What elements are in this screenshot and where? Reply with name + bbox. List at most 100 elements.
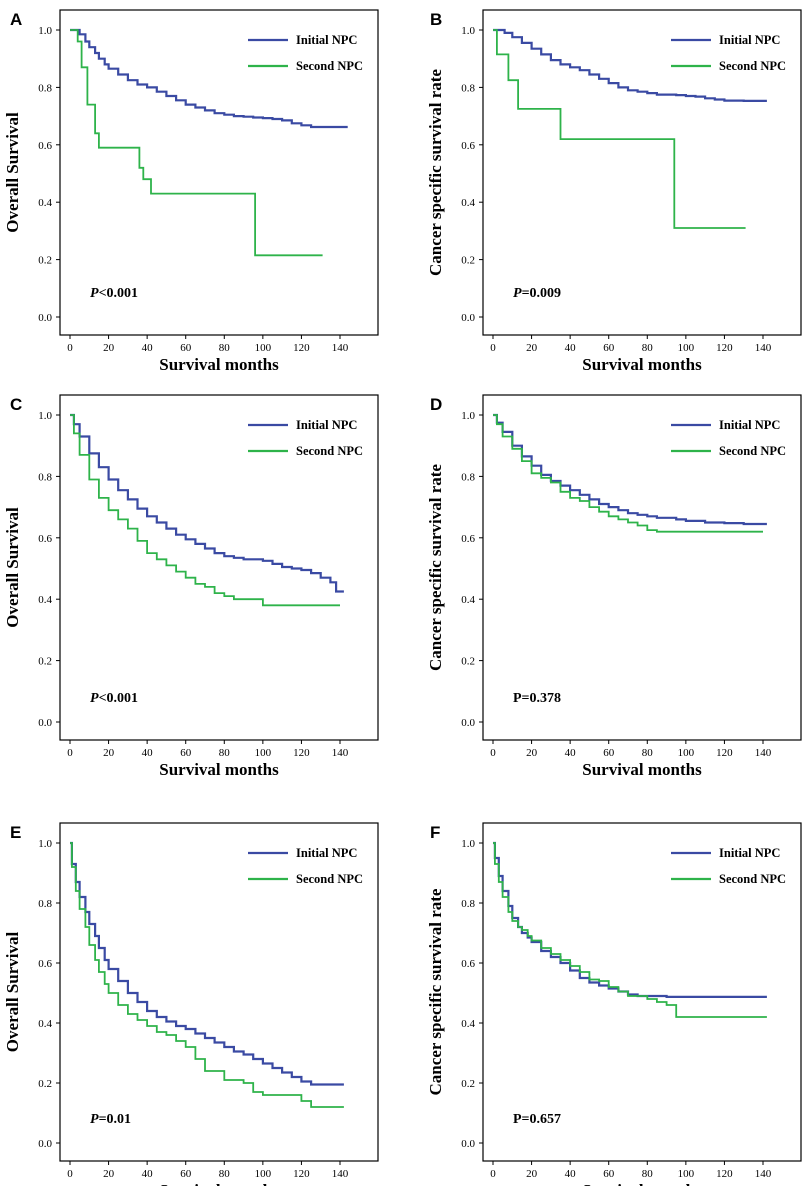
x-tick-label: 40 xyxy=(142,1168,154,1180)
p-symbol: P xyxy=(90,286,99,301)
y-axis-title: Overall Survival xyxy=(3,932,22,1053)
panel-label-b: B xyxy=(430,10,442,29)
x-tick-label: 40 xyxy=(565,747,577,759)
x-tick-label: 20 xyxy=(526,747,538,759)
x-tick-label: 60 xyxy=(603,342,615,354)
plot-frame xyxy=(59,9,379,336)
x-tick-label: 0 xyxy=(490,1168,496,1180)
y-axis-title: Overall Survival xyxy=(3,112,22,233)
y-tick-label: 0.8 xyxy=(38,82,52,94)
series-initial-npc xyxy=(493,413,767,526)
y-tick-label: 0.2 xyxy=(461,255,475,267)
y-tick-label: 1.0 xyxy=(461,838,475,850)
series-initial-npc xyxy=(70,413,344,593)
y-axis-title: Cancer specific survival rate xyxy=(426,464,445,671)
x-tick-label: 120 xyxy=(716,1168,733,1180)
legend-label: Second NPC xyxy=(296,59,363,73)
panel-label-f: F xyxy=(430,823,440,842)
legend-label: Initial NPC xyxy=(719,418,780,432)
series-second-npc xyxy=(70,414,340,607)
x-tick-label: 0 xyxy=(67,342,73,354)
plot-frame xyxy=(482,394,802,741)
x-tick-label: 60 xyxy=(603,1168,615,1180)
series-second-npc xyxy=(493,842,767,1018)
p-value: P=0.378 xyxy=(513,691,561,706)
series-initial-npc xyxy=(493,28,767,102)
panel-d: D 0.0 0.2 0.4 0.6 0.8 1.0 0 20 40 60 80 100 120 140 Sur… xyxy=(426,394,802,779)
p-value: P=0.657 xyxy=(513,1112,561,1127)
y-axis-title: Overall Survival xyxy=(3,507,22,628)
x-tick-label: 60 xyxy=(180,747,192,759)
series-initial-npc xyxy=(70,28,348,129)
x-tick-label: 60 xyxy=(180,342,192,354)
p-value: P=0.01 xyxy=(90,1112,131,1127)
x-axis-title: Survival months xyxy=(582,1181,702,1186)
y-tick-label: 0.6 xyxy=(38,533,52,545)
legend-label: Initial NPC xyxy=(719,33,780,47)
p-value-number: P=0.378 xyxy=(513,691,561,706)
p-symbol: P xyxy=(90,1112,99,1127)
series-second-npc xyxy=(493,414,763,533)
x-tick-label: 120 xyxy=(293,747,310,759)
series-second-npc xyxy=(70,842,344,1108)
y-tick-label: 0.0 xyxy=(38,312,52,324)
panel-a: A 0.0 0.2 0.4 0.6 0.8 1.0 0 20 40 60 80 100 120 140 Sur… xyxy=(3,9,379,374)
panel-label-e: E xyxy=(10,823,21,842)
x-tick-label: 140 xyxy=(755,747,772,759)
y-tick-label: 0.8 xyxy=(461,82,475,94)
x-tick-label: 80 xyxy=(219,747,231,759)
y-tick-label: 0.2 xyxy=(38,255,52,267)
legend-label: Second NPC xyxy=(719,444,786,458)
y-tick-label: 0.4 xyxy=(461,1018,475,1030)
panel-e: E 0.0 0.2 0.4 0.6 0.8 1.0 0 20 40 60 80 100 120 140 Sur… xyxy=(3,822,379,1186)
x-axis-title: Survival months xyxy=(582,760,702,779)
plot-frame xyxy=(482,9,802,336)
p-value-number: P=0.657 xyxy=(513,1112,561,1127)
panel-label-d: D xyxy=(430,395,442,414)
x-tick-label: 100 xyxy=(255,342,272,354)
x-tick-label: 140 xyxy=(332,747,349,759)
x-tick-label: 0 xyxy=(490,342,496,354)
x-tick-label: 60 xyxy=(603,747,615,759)
series-initial-npc xyxy=(493,841,767,998)
x-axis-title: Survival months xyxy=(582,355,702,374)
y-tick-label: 0.6 xyxy=(461,140,475,152)
y-tick-label: 0.6 xyxy=(38,140,52,152)
p-value: P<0.001 xyxy=(90,286,138,301)
legend-label: Second NPC xyxy=(719,872,786,886)
x-tick-label: 80 xyxy=(642,747,654,759)
x-tick-label: 100 xyxy=(678,1168,695,1180)
p-value: P<0.001 xyxy=(90,691,138,706)
y-tick-label: 0.4 xyxy=(38,197,52,209)
y-tick-label: 0.2 xyxy=(461,1078,475,1090)
plot-frame xyxy=(482,822,802,1162)
y-tick-label: 0.6 xyxy=(461,533,475,545)
x-tick-label: 20 xyxy=(103,747,115,759)
p-value-number: =0.009 xyxy=(522,286,561,301)
x-tick-label: 100 xyxy=(678,747,695,759)
y-tick-label: 0.2 xyxy=(38,656,52,668)
panel-f: F 0.0 0.2 0.4 0.6 0.8 1.0 0 20 40 60 80 100 120 140 Sur… xyxy=(426,822,802,1186)
y-tick-label: 0.0 xyxy=(38,717,52,729)
x-tick-label: 80 xyxy=(219,342,231,354)
x-tick-label: 60 xyxy=(180,1168,192,1180)
x-axis-title: Survival months xyxy=(159,355,279,374)
x-tick-label: 80 xyxy=(219,1168,231,1180)
y-tick-label: 0.0 xyxy=(461,1138,475,1150)
panel-label-a: A xyxy=(10,10,22,29)
y-tick-label: 0.4 xyxy=(38,1018,52,1030)
y-tick-label: 0.8 xyxy=(461,898,475,910)
y-tick-label: 0.4 xyxy=(461,197,475,209)
x-tick-label: 140 xyxy=(332,342,349,354)
x-tick-label: 20 xyxy=(103,1168,115,1180)
x-tick-label: 120 xyxy=(716,342,733,354)
x-tick-label: 40 xyxy=(565,342,577,354)
x-tick-label: 20 xyxy=(103,342,115,354)
panel-label-c: C xyxy=(10,395,22,414)
y-tick-label: 0.8 xyxy=(38,898,52,910)
x-tick-label: 140 xyxy=(755,1168,772,1180)
y-tick-label: 0.0 xyxy=(38,1138,52,1150)
y-tick-label: 1.0 xyxy=(38,25,52,37)
y-tick-label: 0.2 xyxy=(461,656,475,668)
legend-label: Second NPC xyxy=(296,872,363,886)
